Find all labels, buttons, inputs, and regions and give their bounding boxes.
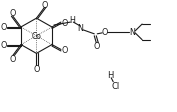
Text: O: O	[10, 9, 16, 18]
Text: Cl: Cl	[111, 81, 119, 90]
Text: O: O	[101, 28, 107, 37]
Text: Co: Co	[32, 32, 41, 41]
Text: O: O	[41, 1, 48, 9]
Text: O: O	[1, 23, 7, 32]
Text: O: O	[62, 46, 68, 54]
Text: O: O	[93, 42, 99, 51]
Text: H: H	[69, 16, 75, 24]
Text: O: O	[33, 64, 40, 73]
Text: O: O	[1, 41, 7, 50]
Text: H: H	[107, 71, 113, 80]
Text: O: O	[62, 18, 68, 27]
Text: N: N	[77, 24, 83, 33]
Text: O: O	[10, 55, 16, 64]
Text: N: N	[129, 28, 135, 37]
